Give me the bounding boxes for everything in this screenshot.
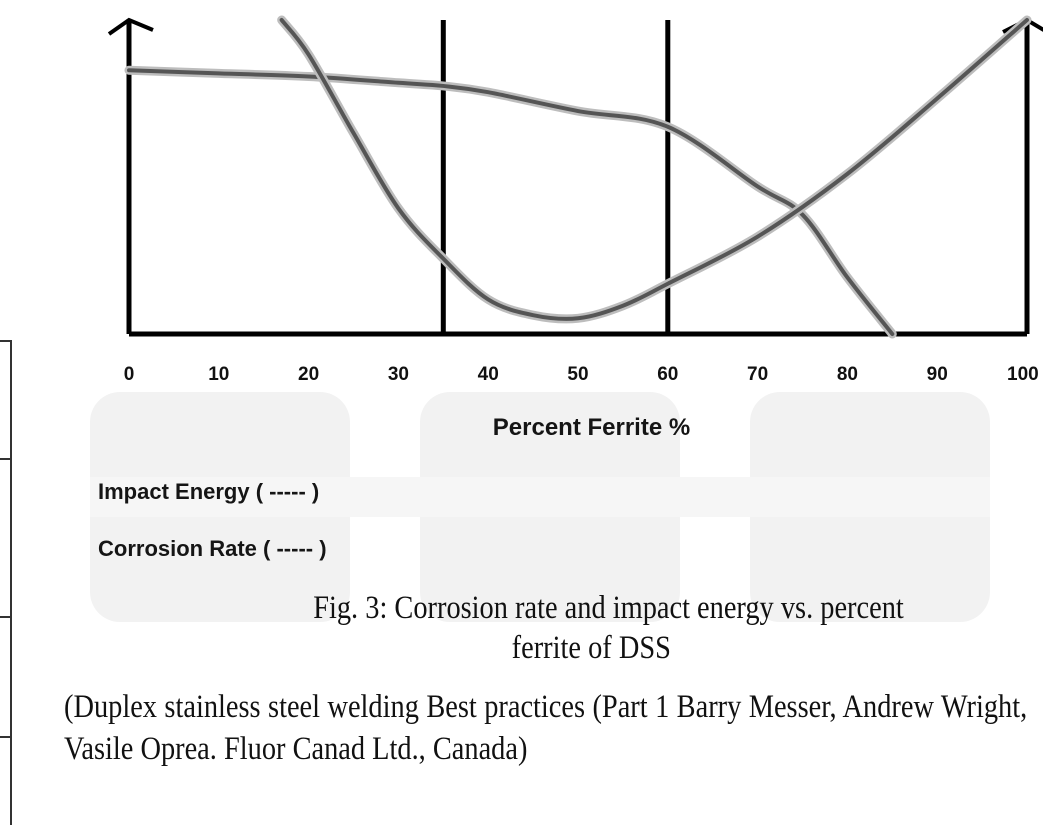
series-line-1 (279, 18, 1029, 321)
series-layer (124, 15, 1032, 339)
left-arrow-icon (107, 17, 154, 36)
figure-caption: Fig. 3: Corrosion rate and impact energy… (160, 588, 1043, 668)
x-tick-label: 60 (657, 364, 678, 385)
plot-frame (107, 17, 1043, 337)
chart: 0 10 20 30 40 50 60 70 80 90 100 (107, 15, 1043, 385)
x-tick-label: 70 (747, 364, 768, 385)
caption-line-2: ferrite of DSS (511, 630, 671, 666)
x-tick-label: 40 (478, 364, 499, 385)
x-tick-label: 80 (837, 364, 858, 385)
legend-impact-energy: Impact Energy ( ----- ) (98, 479, 320, 504)
legend-corrosion-rate: Corrosion Rate ( ----- ) (98, 536, 327, 561)
x-tick-label: 30 (388, 364, 409, 385)
x-tick-label: 90 (927, 364, 948, 385)
x-tick-label: 10 (208, 364, 229, 385)
series-halo-1 (277, 15, 1032, 324)
x-tick-label: 0 (124, 364, 135, 385)
caption-line-1: Fig. 3: Corrosion rate and impact energy… (313, 590, 904, 626)
x-tick-labels: 0 10 20 30 40 50 60 70 80 90 100 (124, 364, 1039, 385)
x-tick-label: 20 (298, 364, 319, 385)
x-tick-label: 50 (567, 364, 588, 385)
series-line-0 (127, 68, 895, 336)
series-halo-0 (124, 65, 897, 339)
table-border-fragment (0, 340, 12, 825)
x-tick-label: 100 (1007, 364, 1039, 385)
source-citation: (Duplex stainless steel welding Best pra… (64, 689, 1028, 767)
x-axis-label: Percent Ferrite % (492, 414, 691, 441)
